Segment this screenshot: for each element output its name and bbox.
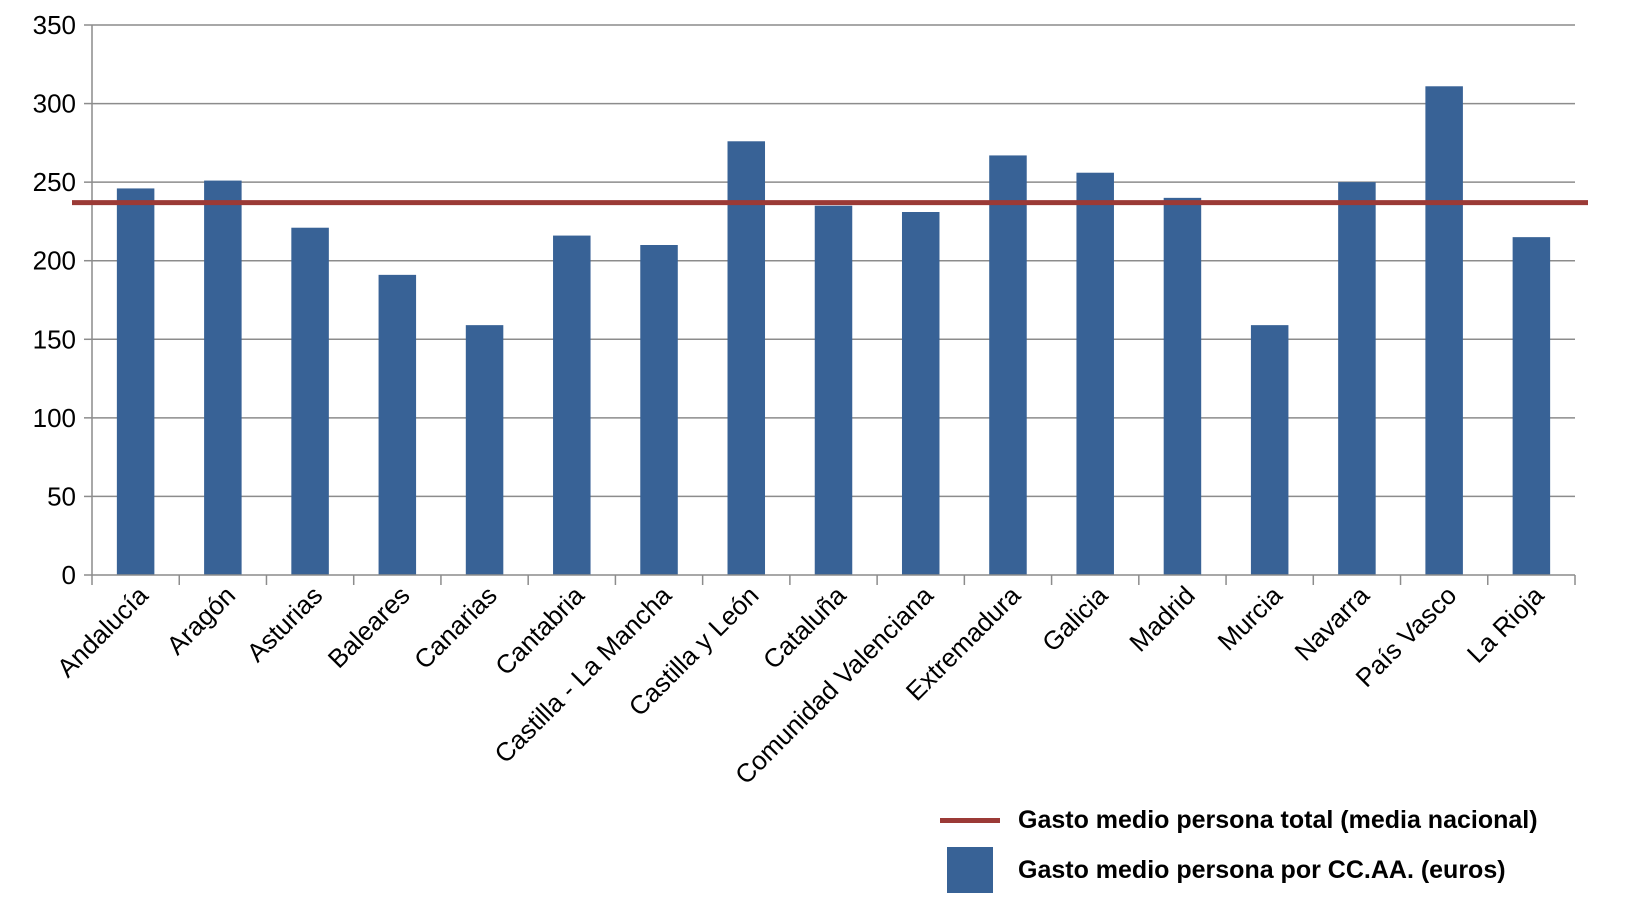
y-tick-label: 200 <box>33 246 76 276</box>
legend-label-average: Gasto medio persona total (media naciona… <box>1018 805 1538 834</box>
bar <box>116 188 155 575</box>
bar <box>814 205 853 575</box>
bar <box>989 155 1027 575</box>
axes <box>84 24 1576 585</box>
bar <box>465 325 504 575</box>
x-tick-label: Murcia <box>1212 580 1289 657</box>
bar <box>1512 237 1551 575</box>
y-tick-label: 350 <box>33 10 76 40</box>
bar <box>204 180 242 576</box>
x-tick-labels: Andalucía Aragón AsturiasBalearesCanariasC… <box>51 580 1550 790</box>
bar <box>378 274 417 575</box>
legend: Gasto medio persona total (media naciona… <box>940 795 1630 895</box>
y-tick-label: 50 <box>47 481 76 511</box>
x-tick-label: Asturias <box>241 580 329 668</box>
x-tick-label: La Rioja <box>1461 580 1550 669</box>
y-tick-label: 0 <box>62 560 76 590</box>
x-tick-label: Madrid <box>1123 580 1200 657</box>
x-tick-label: Aragón <box>161 580 241 660</box>
legend-label-bars: Gasto medio persona por CC.AA. (euros) <box>1018 855 1506 884</box>
legend-bar-swatch <box>947 847 993 893</box>
y-tick-label: 100 <box>33 403 76 433</box>
x-tick-label: Galicia <box>1036 580 1114 658</box>
bar <box>1338 182 1376 575</box>
x-tick-label: Navarra <box>1289 580 1376 667</box>
y-tick-label: 250 <box>33 167 76 197</box>
bar <box>1076 172 1114 575</box>
legend-item-bars: Gasto medio persona por CC.AA. (euros) <box>940 845 1630 895</box>
legend-item-average: Gasto medio persona total (media naciona… <box>940 795 1630 845</box>
bar <box>1163 197 1202 575</box>
bar <box>1250 325 1289 575</box>
y-tick-labels: 0 50 100 150 200 250 300 350 <box>33 10 76 590</box>
bar <box>291 227 329 575</box>
bar <box>1425 86 1463 576</box>
x-tick-label: Baleares <box>322 580 416 674</box>
bar <box>727 141 766 576</box>
bar <box>901 212 940 575</box>
bar <box>553 235 591 576</box>
x-tick-label: Andalucía <box>51 580 154 683</box>
bars <box>116 86 1551 576</box>
y-tick-label: 150 <box>33 324 76 354</box>
legend-line-swatch <box>940 817 1000 823</box>
y-tick-label: 300 <box>33 89 76 119</box>
bar <box>640 245 678 575</box>
